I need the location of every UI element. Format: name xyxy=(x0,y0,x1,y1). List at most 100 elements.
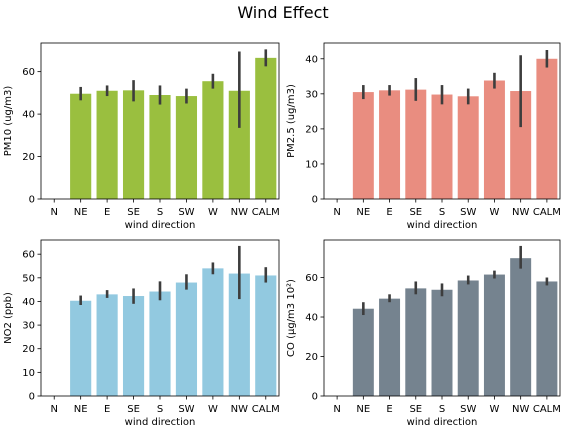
x-tick-label: NW xyxy=(512,207,529,218)
bar-e xyxy=(379,90,401,199)
x-tick-label: NE xyxy=(356,207,370,218)
bar-w xyxy=(483,274,505,396)
y-axis-label: NO2 (ppb) xyxy=(3,292,14,344)
bar-calm xyxy=(536,58,558,199)
bar-sw xyxy=(175,96,198,199)
bar-ne xyxy=(70,93,92,199)
x-tick-label: CALM xyxy=(533,404,561,415)
x-tick-label: SW xyxy=(460,404,476,415)
x-axis-label: wind direction xyxy=(407,417,478,428)
x-tick-label: W xyxy=(489,207,499,218)
subplot-co: N NE E SE S SW W NW CALM 0 20 40 60 wind direction CO … xyxy=(286,239,561,428)
y-axis-label: PM2.5 (ug/m3) xyxy=(286,84,297,158)
x-tick-label: S xyxy=(439,207,445,218)
x-tick-label: SW xyxy=(460,207,476,218)
bar-w xyxy=(202,81,224,199)
x-tick-label: SE xyxy=(127,207,140,218)
bar-calm xyxy=(536,281,558,396)
bar-nw xyxy=(228,90,250,199)
figure-title: Wind Effect xyxy=(237,3,329,22)
bar-nw xyxy=(510,258,532,396)
x-tick-label: CALM xyxy=(533,207,561,218)
x-tick-label: NW xyxy=(231,207,248,218)
y-tick-label: 10 xyxy=(305,159,318,170)
plot-frame xyxy=(323,42,561,200)
bar-se xyxy=(405,288,427,396)
x-tick-label: S xyxy=(157,207,163,218)
bar-calm xyxy=(255,275,277,396)
x-tick-label: S xyxy=(157,404,163,415)
y-tick-label: 60 xyxy=(22,67,35,78)
bar-e xyxy=(96,294,118,396)
x-tick-label: CALM xyxy=(252,207,280,218)
x-tick-label: E xyxy=(386,207,392,218)
subplot-no2: N NE E SE S SW W NW CALM 0 10 20 30 40 50 60 wind direct… xyxy=(3,239,280,428)
x-tick-label: N xyxy=(333,404,340,415)
x-tick-label: E xyxy=(104,404,110,415)
x-tick-label: W xyxy=(489,404,499,415)
y-tick-label: 40 xyxy=(22,110,35,121)
bar-w xyxy=(202,268,224,396)
x-tick-label: W xyxy=(208,404,218,415)
x-tick-label: SE xyxy=(127,404,140,415)
bar-nw xyxy=(510,91,532,199)
x-tick-label: CALM xyxy=(252,404,280,415)
y-tick-label: 30 xyxy=(22,321,35,332)
y-tick-label: 20 xyxy=(22,344,35,355)
bar-sw xyxy=(457,280,479,396)
x-tick-label: E xyxy=(386,404,392,415)
x-tick-label: NW xyxy=(512,404,529,415)
x-tick-label: N xyxy=(333,207,340,218)
bar-w xyxy=(483,80,505,199)
x-axis-label: wind direction xyxy=(407,220,478,231)
bar-s xyxy=(149,95,171,199)
y-tick-label: 0 xyxy=(312,392,318,403)
bar-se xyxy=(122,296,145,396)
y-tick-label: 40 xyxy=(22,297,35,308)
y-axis-label: PM10 (ug/m3) xyxy=(3,86,14,157)
y-tick-label: 60 xyxy=(305,273,318,284)
subplot-pm10: N NE E SE S SW W NW CALM 0 20 40 60 wind direction PM1… xyxy=(3,42,280,231)
y-tick-label: 0 xyxy=(312,195,318,206)
subplot-pm25: N NE E SE S SW W NW CALM 0 10 20 30 40 wind direction P… xyxy=(286,42,561,231)
bar-nw xyxy=(228,273,250,396)
x-tick-label: NE xyxy=(74,404,88,415)
bar-ne xyxy=(70,300,92,396)
y-tick-label: 0 xyxy=(29,195,35,206)
x-tick-label: SE xyxy=(409,404,422,415)
x-tick-label: N xyxy=(50,207,57,218)
plot-frame xyxy=(323,239,561,397)
x-tick-label: NE xyxy=(74,207,88,218)
bar-sw xyxy=(457,96,479,199)
x-tick-label: SE xyxy=(409,207,422,218)
y-tick-label: 20 xyxy=(305,352,318,363)
y-tick-label: 20 xyxy=(22,152,35,163)
x-axis-label: wind direction xyxy=(125,417,196,428)
y-tick-label: 50 xyxy=(22,273,35,284)
plot-frame xyxy=(40,239,280,397)
x-tick-label: S xyxy=(439,404,445,415)
plot-frame xyxy=(40,42,280,200)
x-tick-label: NE xyxy=(356,404,370,415)
bar-calm xyxy=(255,57,277,199)
y-tick-label: 60 xyxy=(22,250,35,261)
y-axis-label: CO (µg/m3 10²) xyxy=(286,279,297,357)
x-axis-label: wind direction xyxy=(125,220,196,231)
x-tick-label: NW xyxy=(231,404,248,415)
x-tick-label: SW xyxy=(178,404,194,415)
bar-s xyxy=(149,291,171,396)
bar-se xyxy=(405,89,427,199)
x-tick-label: E xyxy=(104,207,110,218)
bar-s xyxy=(431,289,453,396)
bar-ne xyxy=(352,308,374,396)
y-tick-label: 30 xyxy=(305,89,318,100)
bar-e xyxy=(96,90,118,199)
bar-s xyxy=(431,94,453,199)
y-tick-label: 20 xyxy=(305,124,318,135)
bar-ne xyxy=(352,92,374,199)
bar-sw xyxy=(175,282,198,396)
y-tick-label: 10 xyxy=(22,368,35,379)
y-tick-label: 40 xyxy=(305,313,318,324)
x-tick-label: N xyxy=(50,404,57,415)
